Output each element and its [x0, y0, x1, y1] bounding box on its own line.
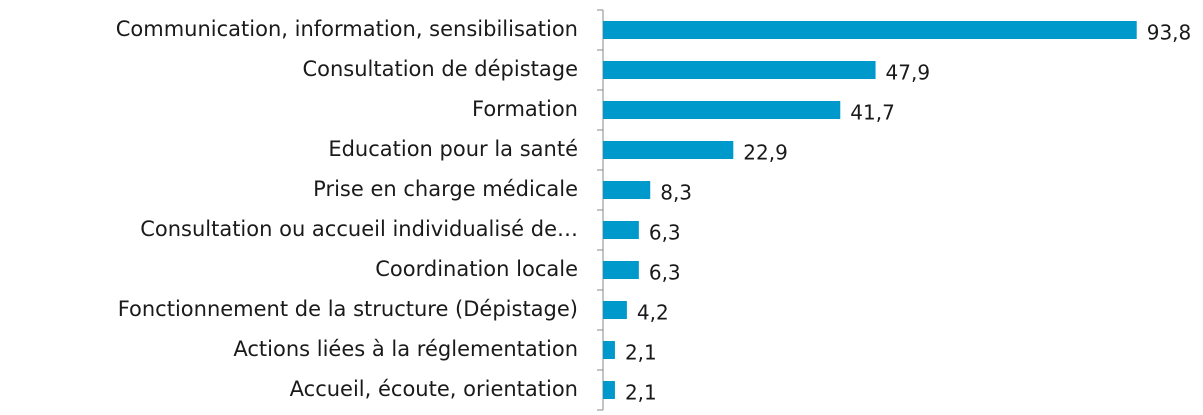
y-tick-label: Prise en charge médicale: [313, 177, 578, 201]
bar: [603, 221, 639, 239]
data-label: 93,8: [1147, 21, 1192, 45]
data-label: 8,3: [660, 181, 692, 205]
data-label: 22,9: [743, 141, 788, 165]
data-label: 2,1: [625, 341, 657, 365]
data-label: 6,3: [649, 261, 681, 285]
bar: [603, 301, 627, 319]
bar: [603, 261, 639, 279]
y-tick-label: Accueil, écoute, orientation: [290, 377, 578, 401]
y-tick-label: Communication, information, sensibilisat…: [116, 17, 578, 41]
bar: [603, 21, 1137, 39]
bar: [603, 61, 876, 79]
y-tick-label: Actions liées à la réglementation: [233, 337, 578, 361]
bar: [603, 381, 615, 399]
bar: [603, 141, 734, 159]
y-tick-label: Formation: [472, 97, 578, 121]
bar: [603, 101, 841, 119]
y-tick-label: Consultation ou accueil individualisé de…: [140, 217, 578, 241]
y-tick-label: Consultation de dépistage: [302, 57, 578, 81]
y-tick-label: Fonctionnement de la structure (Dépistag…: [118, 297, 578, 321]
bar: [603, 181, 651, 199]
y-tick-label: Coordination locale: [375, 257, 578, 281]
data-label: 6,3: [649, 221, 681, 245]
data-label: 4,2: [637, 301, 669, 325]
data-label: 47,9: [886, 61, 931, 85]
bar: [603, 341, 615, 359]
y-tick-label: Education pour la santé: [328, 137, 578, 161]
data-label: 41,7: [850, 101, 895, 125]
data-label: 2,1: [625, 381, 657, 405]
